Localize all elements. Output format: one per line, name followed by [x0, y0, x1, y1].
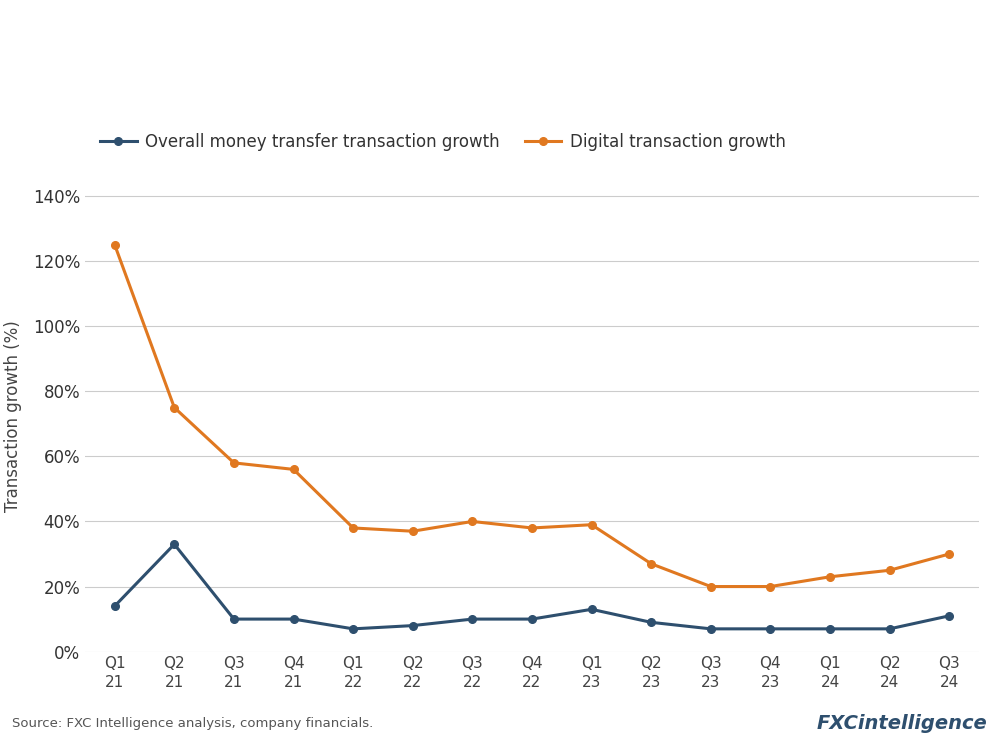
Legend: Overall money transfer transaction growth, Digital transaction growth: Overall money transfer transaction growt…: [93, 127, 792, 158]
Text: Source: FXC Intelligence analysis, company financials.: Source: FXC Intelligence analysis, compa…: [12, 718, 374, 730]
Text: Euronet quarterly money transfer transaction growth split by type, 2021-2024: Euronet quarterly money transfer transac…: [12, 85, 747, 104]
Text: Digital transaction growth sees uptick in 2024: Digital transaction growth sees uptick i…: [12, 28, 774, 57]
Text: FXCintelligence: FXCintelligence: [816, 714, 987, 733]
Y-axis label: Transaction growth (%): Transaction growth (%): [4, 320, 22, 512]
